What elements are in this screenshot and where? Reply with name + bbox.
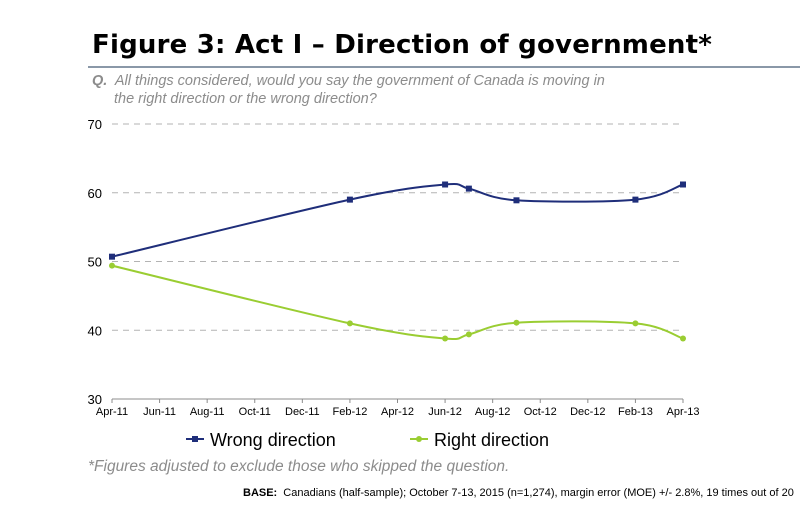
right-direction-data-point bbox=[442, 335, 449, 342]
right-direction-legend-marker bbox=[416, 436, 422, 442]
question-text-line-1: All things considered, would you say the… bbox=[114, 73, 605, 89]
wrong-direction-data-point bbox=[680, 181, 686, 188]
y-tick-label: 60 bbox=[88, 186, 102, 201]
survey-question: Q. All things considered, would you say … bbox=[92, 72, 742, 108]
x-tick-label: Apr-11 bbox=[96, 406, 128, 418]
y-tick-label: 70 bbox=[88, 117, 102, 132]
x-tick-label: Aug-12 bbox=[475, 406, 510, 418]
right-direction-data-point bbox=[109, 262, 115, 269]
right-direction-data-point bbox=[346, 320, 353, 327]
base-text: Canadians (half-sample); October 7-13, 2… bbox=[283, 487, 794, 499]
x-tick-label: Oct-12 bbox=[524, 406, 557, 418]
wrong-direction-data-point bbox=[465, 185, 472, 192]
wrong-direction-data-point bbox=[346, 196, 353, 203]
title-divider bbox=[88, 66, 800, 68]
right-direction-data-point bbox=[680, 335, 686, 342]
x-tick-label: Oct-11 bbox=[239, 406, 271, 418]
y-tick-label: 30 bbox=[88, 392, 102, 407]
x-tick-label: Dec-12 bbox=[570, 406, 605, 418]
wrong-direction-data-point bbox=[442, 181, 449, 188]
x-tick-label: Feb-13 bbox=[618, 406, 653, 418]
base-label: BASE: bbox=[243, 487, 278, 499]
x-tick-label: Feb-12 bbox=[332, 406, 367, 418]
question-label: Q. bbox=[92, 73, 108, 89]
right-direction-legend-label: Right direction bbox=[434, 430, 549, 450]
wrong-direction-series-line bbox=[111, 183, 684, 258]
wrong-direction-legend-marker bbox=[192, 436, 198, 442]
right-direction-series-line bbox=[111, 264, 684, 340]
question-text-line-2: the right direction or the wrong directi… bbox=[114, 91, 377, 107]
wrong-direction-data-point bbox=[513, 197, 520, 204]
right-direction-data-point bbox=[465, 331, 472, 338]
x-tick-label: Aug-11 bbox=[190, 406, 225, 418]
x-tick-label: Apr-12 bbox=[381, 406, 414, 418]
wrong-direction-legend-label: Wrong direction bbox=[210, 430, 336, 450]
right-direction-data-point bbox=[632, 320, 639, 327]
wrong-direction-data-point bbox=[632, 196, 639, 203]
wrong-direction-data-point bbox=[109, 253, 115, 260]
y-tick-label: 40 bbox=[88, 323, 102, 338]
x-tick-label: Apr-13 bbox=[666, 406, 699, 418]
right-direction-data-point bbox=[513, 319, 520, 326]
x-tick-label: Jun-12 bbox=[428, 406, 462, 418]
footnote: *Figures adjusted to exclude those who s… bbox=[88, 458, 510, 475]
page-title: Figure 3: Act I – Direction of governmen… bbox=[92, 30, 713, 60]
base-note: BASE: Canadians (half-sample); October 7… bbox=[243, 487, 794, 499]
y-tick-label: 50 bbox=[88, 255, 102, 270]
x-tick-label: Jun-11 bbox=[143, 406, 176, 418]
x-tick-label: Dec-11 bbox=[285, 406, 320, 418]
